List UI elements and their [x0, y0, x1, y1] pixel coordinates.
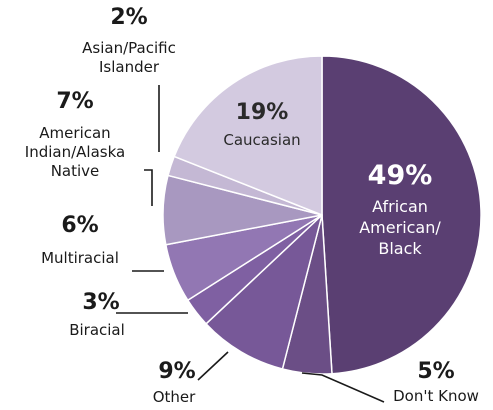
slice-percent-american-indian-alaska-native: 7% [56, 89, 93, 114]
slice-percent-don-t-know: 5% [417, 359, 454, 384]
slice-label-other: Other [153, 388, 196, 406]
slice-labels: 49% African American/Black 5% Don't Know 9% Ot… [25, 5, 479, 406]
slice-label-african-american-black: African American/Black [359, 197, 441, 258]
pie-slice-african-american-black [321, 55, 482, 375]
slice-percent-other: 9% [158, 359, 195, 384]
pie-slice-other [205, 214, 323, 370]
pie-slice-caucasian [173, 55, 323, 216]
slice-label-multiracial: Multiracial [41, 249, 119, 267]
leader-line-american-indian-alaska-native [144, 169, 153, 206]
slice-percent-multiracial: 6% [61, 213, 98, 238]
slice-label-american-indian-alaska-native: American Indian/Alaska Native [25, 124, 125, 180]
slice-percent-biracial: 3% [82, 290, 119, 315]
slice-percent-african-american-black: 49% [368, 160, 433, 191]
pie-slices [162, 55, 482, 375]
leader-lines [116, 85, 385, 403]
slice-label-caucasian: Caucasian [223, 131, 300, 149]
slice-label-biracial: Biracial [69, 321, 125, 339]
leader-line-other [197, 351, 229, 381]
slice-percent-asian-pacific-islander: 2% [110, 5, 147, 30]
slice-percent-caucasian: 19% [236, 100, 289, 125]
leader-line-don-t-know [301, 372, 385, 403]
slice-label-asian-pacific-islander: Asian/Pacific Islander [82, 39, 176, 76]
slice-label-don-t-know: Don't Know [393, 387, 479, 405]
